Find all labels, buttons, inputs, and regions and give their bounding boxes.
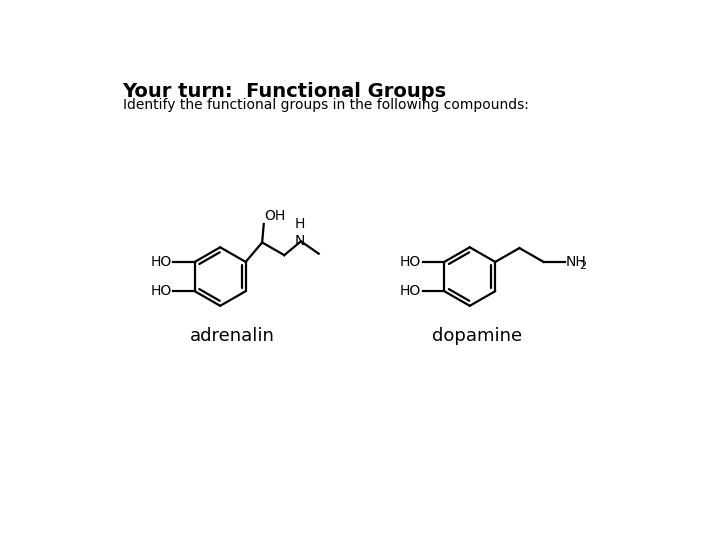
Text: Identify the functional groups in the following compounds:: Identify the functional groups in the fo… <box>122 98 528 112</box>
Text: HO: HO <box>400 255 421 269</box>
Text: Your turn:  Functional Groups: Your turn: Functional Groups <box>122 82 446 101</box>
Text: dopamine: dopamine <box>433 327 523 346</box>
Text: HO: HO <box>400 284 421 298</box>
Text: 2: 2 <box>579 261 586 271</box>
Text: HO: HO <box>150 255 171 269</box>
Text: H: H <box>295 217 305 231</box>
Text: adrenalin: adrenalin <box>189 327 274 346</box>
Text: NH: NH <box>566 255 587 269</box>
Text: HO: HO <box>150 284 171 298</box>
Text: N: N <box>295 233 305 247</box>
Text: OH: OH <box>264 208 286 222</box>
